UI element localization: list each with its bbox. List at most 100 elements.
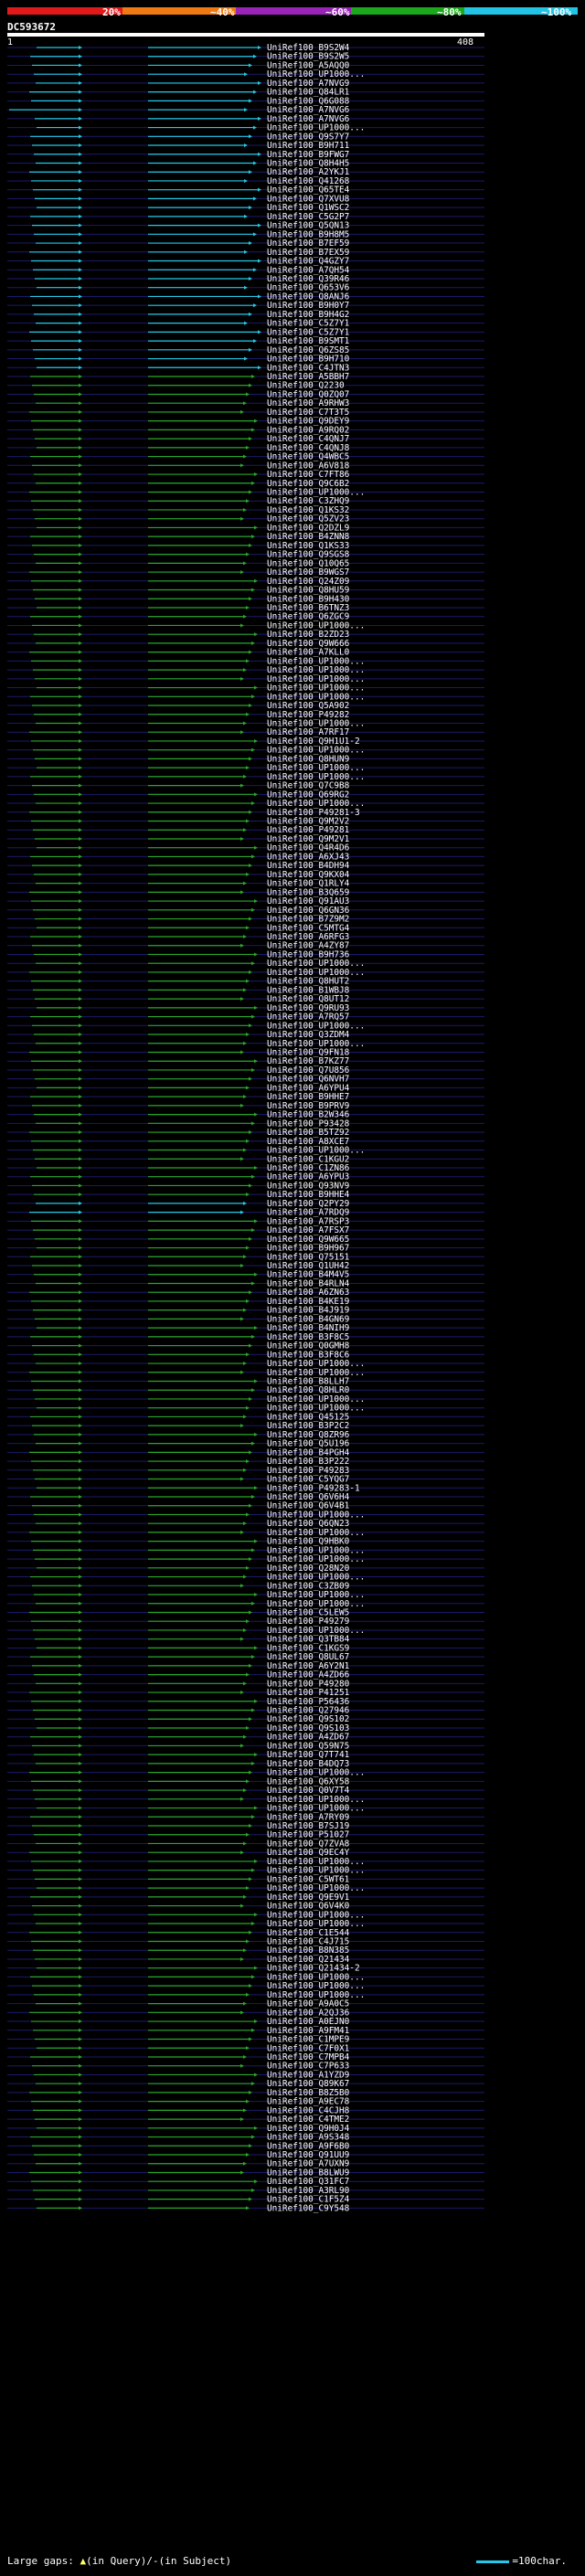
hit-label[interactable]: UniRef100_UP1000... xyxy=(267,1599,365,1609)
hit-label[interactable]: UniRef100_C7MPB4 xyxy=(267,2052,350,2062)
hit-label[interactable]: UniRef100_B9PRV9 xyxy=(267,1101,350,1111)
hit-label[interactable]: UniRef100_Q8UT12 xyxy=(267,994,349,1004)
hit-label[interactable]: UniRef100_A1YZD9 xyxy=(267,2070,350,2080)
hit-label[interactable]: UniRef100_Q89K67 xyxy=(267,2079,349,2089)
hit-label[interactable]: UniRef100_C4QNJ7 xyxy=(267,434,349,444)
hit-label[interactable]: UniRef100_A9RQ02 xyxy=(267,425,349,435)
hit-label[interactable]: UniRef100_C7FT86 xyxy=(267,470,350,480)
hit-label[interactable]: UniRef100_Q9W666 xyxy=(267,639,350,649)
hit-label[interactable]: UniRef100_UP1000... xyxy=(267,1404,365,1414)
hit-label[interactable]: UniRef100_Q21434 xyxy=(267,1955,350,1965)
hit-label[interactable]: UniRef100_C1E544 xyxy=(267,1928,350,1938)
hit-label[interactable]: UniRef100_Q9S103 xyxy=(267,1723,349,1733)
hit-label[interactable]: UniRef100_A6YPU3 xyxy=(267,1172,349,1182)
hit-label[interactable]: UniRef100_B9H8M5 xyxy=(267,229,349,239)
hit-label[interactable]: UniRef100_B9H430 xyxy=(267,594,350,604)
hit-label[interactable]: UniRef100_Q65TE4 xyxy=(267,186,350,196)
hit-label[interactable]: UniRef100_B4NIH9 xyxy=(267,1323,350,1333)
hit-label[interactable]: UniRef100_A7QH54 xyxy=(267,265,350,275)
hit-label[interactable]: UniRef100_B4RLN4 xyxy=(267,1278,350,1288)
hit-label[interactable]: UniRef100_B4J919 xyxy=(267,1306,350,1316)
hit-label[interactable]: UniRef100_B9H736 xyxy=(267,949,350,959)
hit-label[interactable]: UniRef100_UP1000... xyxy=(267,488,365,498)
hit-label[interactable]: UniRef100_UP1000... xyxy=(267,1590,365,1600)
hit-label[interactable]: UniRef100_UP1000... xyxy=(267,1804,365,1814)
hit-label[interactable]: UniRef100_UP1000... xyxy=(267,692,365,702)
hit-label[interactable]: UniRef100_B4DH94 xyxy=(267,861,350,871)
hit-label[interactable]: UniRef100_UP1000... xyxy=(267,799,365,809)
hit-label[interactable]: UniRef100_UP1000... xyxy=(267,746,365,756)
hit-label[interactable]: UniRef100_A4ZD66 xyxy=(267,1670,350,1680)
hit-label[interactable]: UniRef100_Q9SGS8 xyxy=(267,550,350,560)
hit-label[interactable]: UniRef100_Q6V4B1 xyxy=(267,1501,350,1511)
hit-label[interactable]: UniRef100_Q8ANJ6 xyxy=(267,292,350,302)
hit-label[interactable]: UniRef100_Q8H4H5 xyxy=(267,158,349,168)
hit-label[interactable]: UniRef100_Q7U856 xyxy=(267,1065,350,1076)
hit-label[interactable]: UniRef100_Q84LR1 xyxy=(267,88,350,98)
hit-label[interactable]: UniRef100_A7FSX7 xyxy=(267,1225,349,1235)
hit-label[interactable]: UniRef100_Q9W665 xyxy=(267,1235,349,1245)
hit-label[interactable]: UniRef100_B6TNZ3 xyxy=(267,603,349,613)
hit-label[interactable]: UniRef100_A3RL90 xyxy=(267,2186,350,2196)
hit-label[interactable]: UniRef100_Q9FN18 xyxy=(267,1047,350,1057)
hit-label[interactable]: UniRef100_A6YPU4 xyxy=(267,1083,350,1093)
hit-label[interactable]: UniRef100_A7KLL0 xyxy=(267,648,350,658)
hit-label[interactable]: UniRef100_UP1000... xyxy=(267,684,365,694)
hit-label[interactable]: UniRef100_UP1000... xyxy=(267,1554,365,1564)
hit-label[interactable]: UniRef100_UP1000... xyxy=(267,1394,365,1405)
hit-label[interactable]: UniRef100_Q8HUN9 xyxy=(267,754,350,764)
hit-label[interactable]: UniRef100_A7NVG6 xyxy=(267,114,350,124)
hit-label[interactable]: UniRef100_Q1WSC2 xyxy=(267,203,349,213)
hit-label[interactable]: UniRef100_B3F8C5 xyxy=(267,1332,349,1342)
hit-label[interactable]: UniRef100_Q28N20 xyxy=(267,1564,350,1574)
hit-label[interactable]: UniRef100_C5MTG4 xyxy=(267,923,350,933)
hit-label[interactable]: UniRef100_UP1000... xyxy=(267,674,365,684)
hit-label[interactable]: UniRef100_UP1000... xyxy=(267,1359,365,1369)
hit-label[interactable]: UniRef100_B9S2W5 xyxy=(267,52,349,62)
hit-label[interactable]: UniRef100_A5BBH7 xyxy=(267,372,349,382)
hit-label[interactable]: UniRef100_UP1000... xyxy=(267,772,365,782)
hit-label[interactable]: UniRef100_Q6ZS85 xyxy=(267,345,349,355)
hit-label[interactable]: UniRef100_C5LEW5 xyxy=(267,1607,349,1617)
hit-label[interactable]: UniRef100_Q5ZV23 xyxy=(267,514,349,525)
hit-label[interactable]: UniRef100_C7T3T5 xyxy=(267,408,349,418)
hit-label[interactable]: UniRef100_C9Y548 xyxy=(267,2203,350,2213)
hit-label[interactable]: UniRef100_Q4GZY7 xyxy=(267,257,349,267)
hit-label[interactable]: UniRef100_UP1000... xyxy=(267,69,365,80)
hit-label[interactable]: UniRef100_UP1000... xyxy=(267,959,365,969)
hit-label[interactable]: UniRef100_C4TME2 xyxy=(267,2115,349,2125)
hit-label[interactable]: UniRef100_B9H711 xyxy=(267,141,350,151)
hit-label[interactable]: UniRef100_B3P2C2 xyxy=(267,1421,349,1431)
hit-label[interactable]: UniRef100_UP1000... xyxy=(267,1883,365,1893)
hit-label[interactable]: UniRef100_Q91AU3 xyxy=(267,896,349,906)
hit-label[interactable]: UniRef100_C7F0X1 xyxy=(267,2043,350,2053)
hit-label[interactable]: UniRef100_A9A0C5 xyxy=(267,1999,349,2009)
hit-label[interactable]: UniRef100_B4M4V5 xyxy=(267,1270,349,1280)
hit-label[interactable]: UniRef100_Q7C9B8 xyxy=(267,781,350,791)
hit-label[interactable]: UniRef100_B7Z9M2 xyxy=(267,915,349,925)
hit-label[interactable]: UniRef100_C5Z7Y1 xyxy=(267,319,350,329)
hit-label[interactable]: UniRef100_A0EJN0 xyxy=(267,2017,350,2027)
hit-label[interactable]: UniRef100_UP1000... xyxy=(267,1919,365,1929)
hit-label[interactable]: UniRef100_Q9C6B2 xyxy=(267,479,349,489)
hit-label[interactable]: UniRef100_B9H0Y7 xyxy=(267,301,349,311)
hit-label[interactable]: UniRef100_P93428 xyxy=(267,1118,350,1129)
hit-label[interactable]: UniRef100_Q6V6H4 xyxy=(267,1492,350,1502)
hit-label[interactable]: UniRef100_B9H967 xyxy=(267,1244,349,1254)
hit-label[interactable]: UniRef100_A7UXN9 xyxy=(267,2159,350,2169)
hit-label[interactable]: UniRef100_A6V818 xyxy=(267,461,350,471)
hit-label[interactable]: UniRef100_UP1000... xyxy=(267,1910,365,1920)
hit-label[interactable]: UniRef100_A9RHW3 xyxy=(267,398,349,408)
hit-label[interactable]: UniRef100_B9HHE7 xyxy=(267,1092,349,1102)
hit-label[interactable]: UniRef100_Q9HBK0 xyxy=(267,1537,350,1547)
hit-label[interactable]: UniRef100_C4CJH8 xyxy=(267,2105,350,2115)
hit-label[interactable]: UniRef100_UP1000... xyxy=(267,1857,365,1867)
hit-label[interactable]: UniRef100_B2W346 xyxy=(267,1110,350,1120)
hit-label[interactable]: UniRef100_Q8ZR96 xyxy=(267,1430,350,1440)
hit-label[interactable]: UniRef100_UP1000... xyxy=(267,665,365,675)
hit-label[interactable]: UniRef100_Q24Z09 xyxy=(267,577,350,587)
hit-label[interactable]: UniRef100_Q9S7Y7 xyxy=(267,132,349,142)
hit-label[interactable]: UniRef100_Q6G088 xyxy=(267,96,350,106)
hit-label[interactable]: UniRef100_A6RFG3 xyxy=(267,932,349,942)
hit-label[interactable]: UniRef100_P49279 xyxy=(267,1617,350,1627)
